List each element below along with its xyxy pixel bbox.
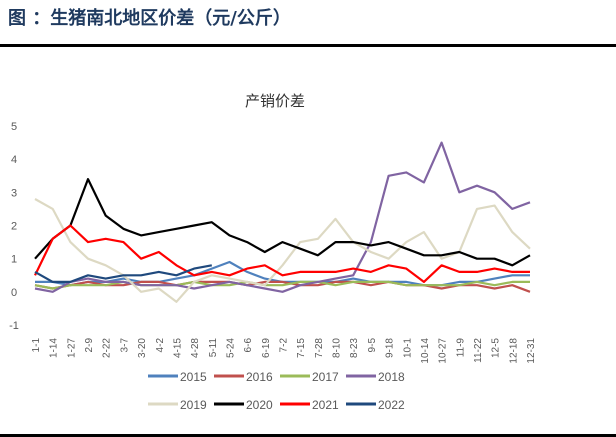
y-tick-label: 1 [11, 254, 17, 266]
x-tick-label: 8-23 [349, 338, 360, 358]
x-tick-label: 2-9 [84, 338, 95, 353]
y-tick-label: 5 [11, 121, 17, 133]
x-tick-label: 9-18 [385, 338, 396, 358]
x-tick-label: 7-2 [279, 338, 290, 353]
x-tick-label: 10-14 [420, 338, 431, 364]
header-divider [0, 44, 616, 47]
legend-label-2020: 2020 [246, 398, 273, 412]
x-tick-label: 12-31 [526, 338, 537, 364]
series-line-2022 [34, 264, 213, 283]
x-tick-label: 11-22 [473, 338, 484, 363]
x-tick-label: 10-27 [438, 338, 449, 364]
legend-label-2015: 2015 [180, 370, 207, 384]
x-tick-label: 1-14 [49, 338, 60, 358]
x-tick-label: 4-28 [190, 338, 201, 358]
y-tick-label: 3 [11, 187, 17, 199]
x-tick-label: 3-20 [137, 338, 148, 358]
x-tick-label: 6-6 [243, 338, 254, 353]
x-tick-label: 12-5 [491, 338, 502, 358]
legend-label-2019: 2019 [180, 398, 207, 412]
chart-title: 产销价差 [245, 93, 305, 110]
legend-label-2016: 2016 [246, 370, 273, 384]
legend-label-2018: 2018 [378, 370, 405, 384]
x-tick-label: 9-5 [367, 338, 378, 353]
y-tick-label: 4 [11, 154, 17, 166]
y-tick-label: -1 [9, 320, 19, 332]
x-tick-label: 1-1 [31, 338, 42, 353]
legend-label-2021: 2021 [312, 398, 339, 412]
x-tick-label: 10-1 [402, 338, 413, 358]
x-tick-label: 7-15 [296, 338, 307, 358]
y-tick-label: 0 [11, 287, 17, 299]
x-tick-label: 11-9 [455, 338, 466, 358]
x-tick-label: 2-22 [102, 338, 113, 358]
x-tick-label: 6-19 [261, 338, 272, 358]
x-tick-label: 4-15 [172, 338, 183, 358]
x-tick-label: 5-24 [225, 338, 236, 358]
x-tick-label: 1-27 [66, 338, 77, 358]
series-line-2018 [34, 141, 531, 293]
x-tick-label: 4-2 [155, 338, 166, 353]
series-line-2016 [34, 280, 531, 293]
legend-label-2017: 2017 [312, 370, 339, 384]
x-tick-label: 7-28 [314, 338, 325, 358]
y-tick-label: 2 [11, 221, 17, 233]
x-tick-label: 12-18 [508, 338, 519, 364]
series-line-2021 [34, 224, 530, 283]
x-tick-label: 8-10 [332, 338, 343, 358]
figure-title: 图 ：生猪南北地区价差（元/公斤） [8, 8, 291, 29]
series-line-2020 [34, 178, 531, 267]
footer-divider [0, 434, 616, 437]
x-tick-label: 3-7 [119, 338, 130, 353]
legend-label-2022: 2022 [378, 398, 405, 412]
series-line-2019 [34, 198, 531, 303]
x-tick-label: 5-11 [208, 338, 219, 358]
